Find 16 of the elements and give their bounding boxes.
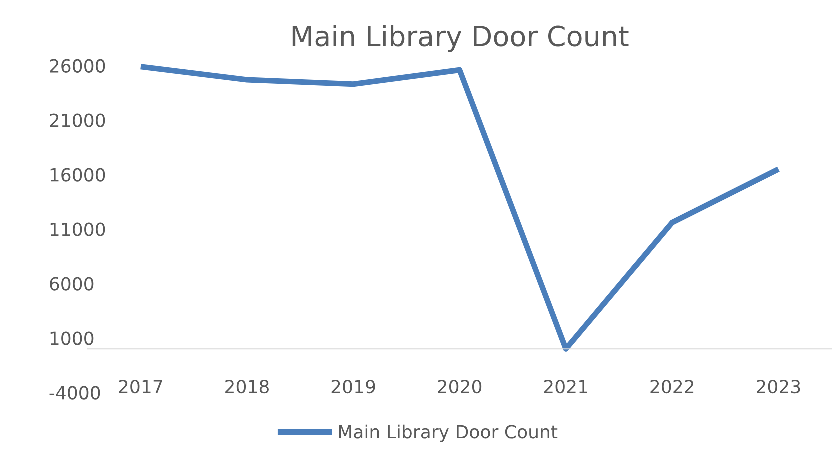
- x-tick-label: 2023: [757, 380, 800, 394]
- x-tick-label: 2021: [544, 380, 588, 394]
- x-tick-label: 2020: [438, 380, 482, 394]
- y-tick-label: 21000: [50, 114, 106, 128]
- y-tick-label: 16000: [50, 168, 106, 182]
- x-tick-label: 2022: [650, 380, 694, 394]
- y-tick-label: 6000: [50, 277, 94, 291]
- legend-label: Main Library Door Count: [339, 424, 558, 442]
- y-tick-label: 1000: [50, 332, 94, 346]
- x-tick-label: 2019: [332, 380, 376, 394]
- x-tick-label: 2017: [119, 380, 162, 394]
- y-tick-label: 26000: [50, 59, 106, 73]
- y-tick-label: 11000: [50, 222, 106, 236]
- chart-title: Main Library Door Count: [292, 25, 629, 52]
- x-tick-label: 2018: [226, 380, 269, 394]
- y-tick-label: -4000: [50, 386, 100, 400]
